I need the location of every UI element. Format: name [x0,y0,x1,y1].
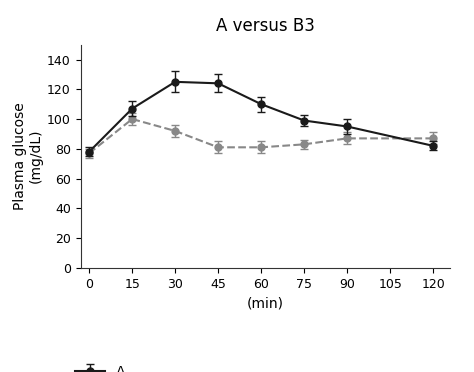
Y-axis label: Plasma glucose
(mg/dL): Plasma glucose (mg/dL) [13,102,43,210]
Legend: A, B3: A, B3 [69,360,140,372]
Title: A versus B3: A versus B3 [216,17,315,35]
X-axis label: (min): (min) [247,296,284,310]
